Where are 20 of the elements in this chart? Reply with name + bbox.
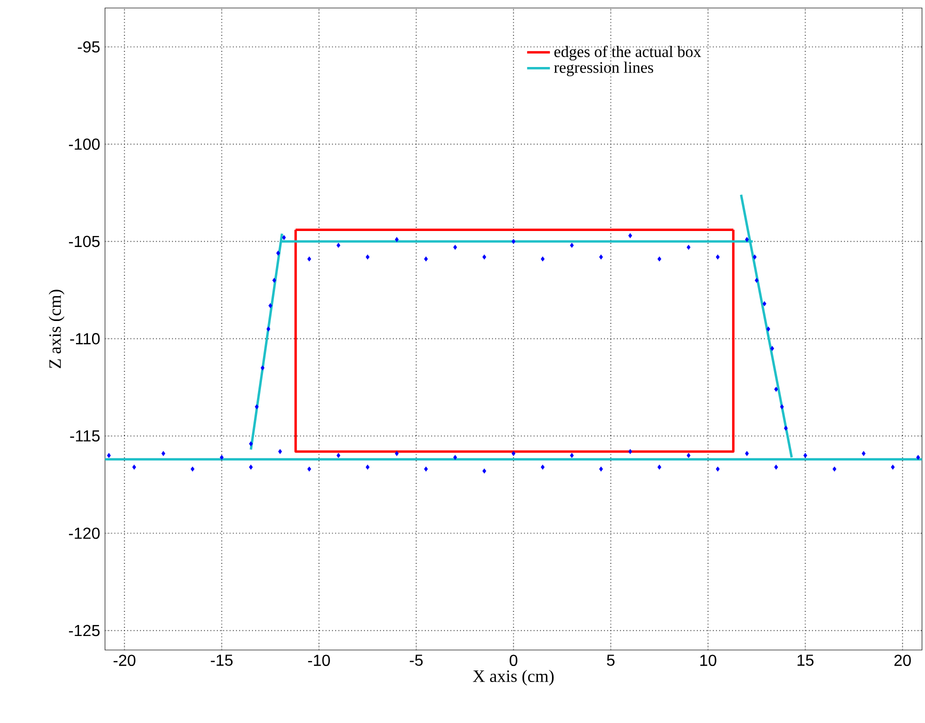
y-tick-label: -100	[68, 138, 100, 150]
y-tick-label: -110	[70, 333, 100, 344]
x-tick-label: 10	[700, 654, 716, 666]
y-tick-label: -115	[70, 430, 100, 442]
y-tick-label: -120	[68, 528, 100, 539]
x-tick-label: 0	[510, 654, 518, 666]
legend-label: regression lines	[554, 62, 654, 76]
x-axis-title: X axis (cm)	[472, 670, 554, 686]
y-axis-title: Z axis (cm)	[48, 290, 64, 368]
x-tick-label: -5	[410, 654, 423, 666]
y-tick-label: -105	[68, 236, 100, 248]
x-tick-label: -15	[210, 654, 233, 666]
x-tick-label: -10	[308, 654, 330, 666]
y-tick-label: -95	[78, 41, 100, 53]
legend-label: edges of the actual box	[554, 46, 702, 60]
x-tick-label: 20	[894, 654, 911, 666]
x-tick-label: 15	[798, 654, 814, 666]
x-tick-label: 5	[606, 654, 615, 666]
y-tick-label: -125	[68, 624, 100, 636]
x-tick-label: -20	[114, 654, 136, 666]
